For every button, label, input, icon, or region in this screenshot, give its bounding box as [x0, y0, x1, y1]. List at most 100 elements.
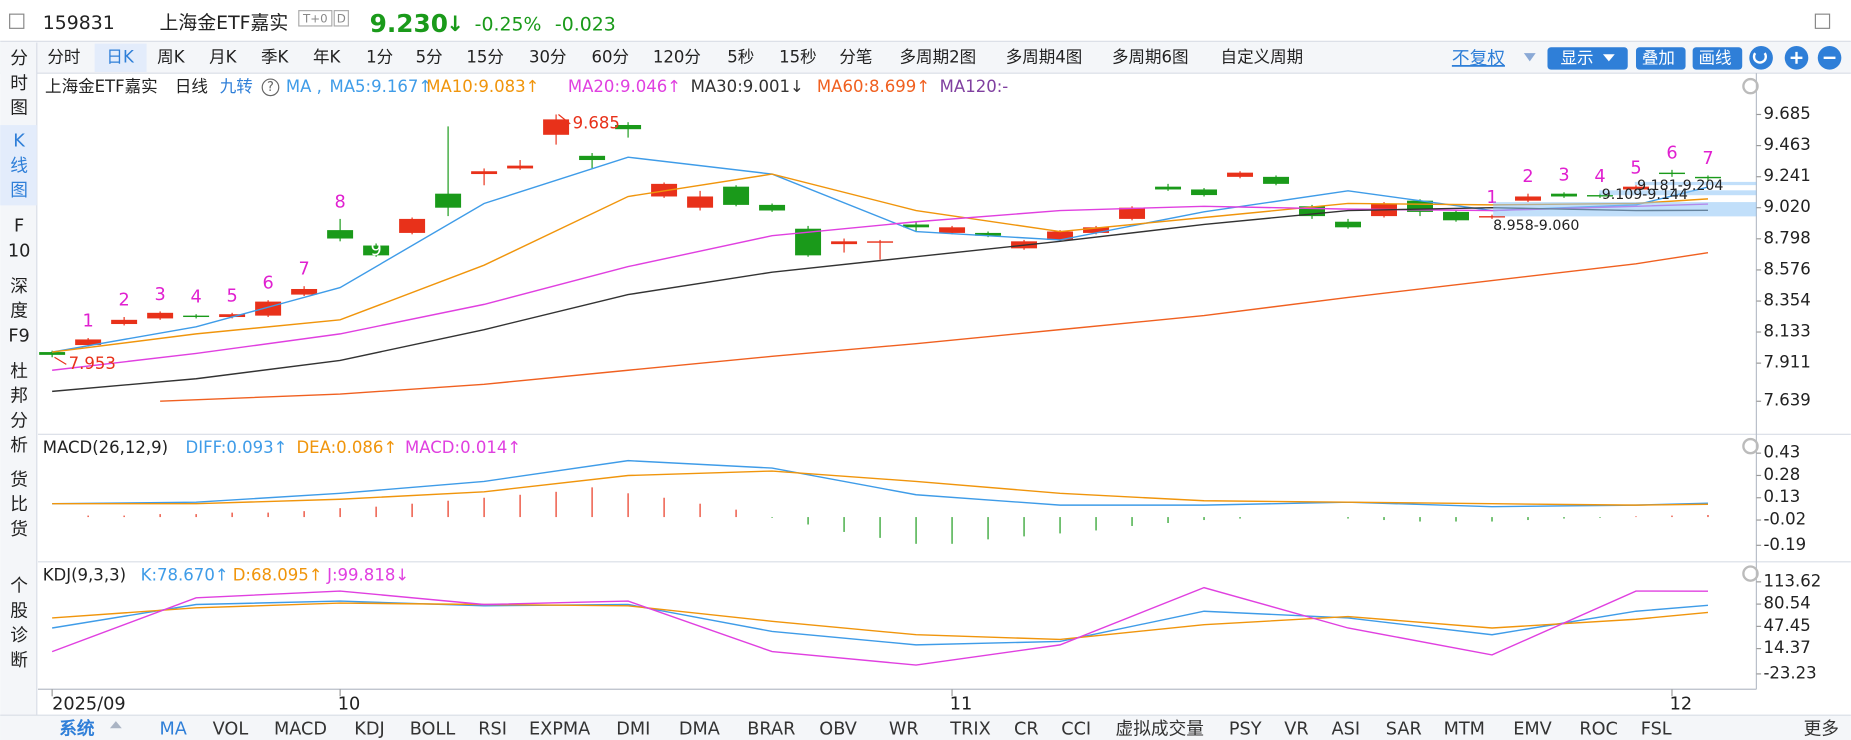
period-tab[interactable]: 30分 [529, 47, 567, 66]
indicator-tab[interactable]: ASI [1331, 719, 1360, 739]
period-tab[interactable]: 月K [209, 47, 238, 66]
sidebar-tab[interactable]: 货 [10, 469, 28, 490]
indicator-tab[interactable]: 虚拟成交量 [1116, 718, 1204, 739]
period-tab[interactable]: 季K [261, 47, 290, 66]
sidebar-tab[interactable]: 10 [8, 241, 31, 261]
indicator-tab[interactable]: 系统 [59, 717, 95, 739]
window-icon[interactable] [1814, 13, 1831, 29]
legend-entry: J:99.818↓ [326, 565, 409, 584]
sidebar-tab[interactable]: 分 [10, 48, 28, 69]
period-tab[interactable]: 多周期4图 [1006, 47, 1083, 66]
button[interactable] [1635, 47, 1686, 70]
sidebar-tab[interactable]: 图 [10, 99, 28, 119]
sidebar-tab[interactable]: 析 [10, 435, 28, 456]
candle-body [867, 241, 894, 243]
indicator-tab[interactable]: BOLL [410, 719, 456, 739]
settings-icon[interactable] [1742, 565, 1759, 582]
period-tab[interactable]: 15分 [466, 47, 504, 66]
indicator-tab[interactable]: KDJ [354, 719, 384, 739]
indicator-tab[interactable]: MACD [274, 719, 327, 739]
sidebar-tab[interactable]: 度 [10, 301, 28, 322]
indicator-tab[interactable]: TRIX [949, 719, 990, 739]
nine-turn-label: 4 [1594, 167, 1605, 187]
period-tab[interactable]: 分时 [47, 47, 80, 66]
sidebar-tab[interactable]: F9 [8, 326, 29, 346]
refresh-button[interactable] [1749, 46, 1773, 70]
sidebar-tab[interactable]: 邦 [10, 386, 28, 407]
indicator-tab[interactable]: EMV [1513, 719, 1552, 739]
candle-body [327, 230, 354, 239]
price-range-label: 9.181-9.204 [1637, 178, 1723, 194]
period-tab[interactable]: 5分 [416, 47, 443, 66]
period-tab[interactable]: 分笔 [839, 47, 872, 66]
candle-body [1155, 186, 1182, 190]
help-icon[interactable] [261, 78, 280, 97]
sidebar-tab[interactable]: 货 [10, 519, 28, 540]
indicator-tab[interactable]: VR [1284, 719, 1308, 739]
sidebar-tab[interactable]: 线 [10, 155, 28, 176]
y-tick-label: -0.19 [1763, 535, 1806, 554]
candle-body [255, 301, 282, 316]
indicator-tab[interactable]: FSL [1641, 719, 1672, 739]
period-tab[interactable]: 多周期2图 [900, 47, 977, 66]
candle-body [507, 165, 534, 169]
change-percent: -0.25% [475, 13, 542, 35]
period-tab[interactable]: 5秒 [727, 47, 754, 66]
legend-entry: MA20:9.046↑ [568, 77, 681, 96]
period-tab[interactable]: 多周期6图 [1112, 47, 1189, 66]
sidebar-tab[interactable]: 深 [10, 276, 28, 297]
toolbar-button[interactable]: 画线 [1699, 49, 1732, 68]
indicator-tab[interactable]: CR [1014, 719, 1039, 739]
indicator-tab[interactable]: PSY [1229, 719, 1262, 739]
period-tab[interactable]: 120分 [653, 47, 701, 66]
sidebar-tab[interactable]: 断 [10, 650, 28, 671]
button[interactable] [1547, 47, 1628, 70]
indicator-tab[interactable]: 更多 [1804, 718, 1839, 739]
indicator-tab[interactable]: RSI [478, 719, 507, 739]
sidebar-tab[interactable]: 股 [10, 601, 28, 621]
indicator-tab[interactable]: DMA [679, 719, 720, 739]
period-tab[interactable]: 日K [106, 47, 135, 66]
indicator-tab[interactable]: ROC [1579, 719, 1618, 739]
x-tick-label: 10 [338, 695, 361, 715]
indicator-tab[interactable]: MA [160, 719, 187, 739]
indicator-tab[interactable]: CCI [1061, 719, 1091, 739]
toolbar-button[interactable]: 显示 [1560, 49, 1593, 68]
period-tab[interactable]: 60分 [591, 47, 629, 66]
sidebar-tab[interactable]: 分 [10, 410, 28, 431]
annotation: 9.685 [573, 113, 620, 132]
toolbar-button[interactable]: 叠加 [1642, 49, 1675, 68]
button[interactable] [1692, 47, 1743, 70]
indicator-tab[interactable]: BRAR [747, 719, 795, 739]
sidebar-tab[interactable]: F [14, 217, 24, 237]
indicator-tab[interactable]: DMI [616, 719, 650, 739]
candle-body [831, 241, 858, 245]
indicator-tab[interactable]: OBV [819, 719, 857, 739]
settings-icon[interactable] [1742, 77, 1759, 95]
sidebar-tab[interactable]: 时 [10, 73, 28, 94]
indicator-tab[interactable]: MTM [1444, 719, 1485, 739]
sidebar-tab[interactable]: 杜 [10, 361, 28, 382]
settings-icon[interactable] [1742, 437, 1759, 455]
indicator-tab[interactable]: VOL [213, 719, 249, 739]
period-tab[interactable]: 年K [313, 47, 342, 66]
indicator-tab[interactable]: SAR [1386, 719, 1422, 739]
period-tab[interactable]: 15秒 [779, 47, 817, 66]
period-tab[interactable]: 周K [157, 47, 186, 66]
legend-entry: DIFF:0.093↑ [186, 438, 288, 457]
candle-body [39, 352, 66, 355]
adjust-select[interactable]: 不复权 [1452, 48, 1505, 69]
sidebar-tab[interactable]: 图 [10, 181, 28, 201]
legend-jiuzhuan[interactable]: 九转 [220, 77, 253, 96]
period-tab[interactable]: 自定义周期 [1221, 47, 1304, 66]
indicator-tab[interactable]: WR [889, 719, 919, 739]
window-icon[interactable] [9, 13, 25, 29]
indicator-tab[interactable]: EXPMA [529, 719, 590, 739]
sidebar-tab[interactable]: K [13, 132, 25, 152]
sidebar-tab[interactable]: 诊 [10, 625, 28, 646]
sidebar-tab[interactable]: 比 [10, 494, 28, 515]
nine-turn-label: 7 [298, 260, 309, 280]
candle-body [723, 186, 750, 205]
sidebar-tab[interactable]: 个 [10, 576, 28, 597]
period-tab[interactable]: 1分 [366, 47, 393, 66]
